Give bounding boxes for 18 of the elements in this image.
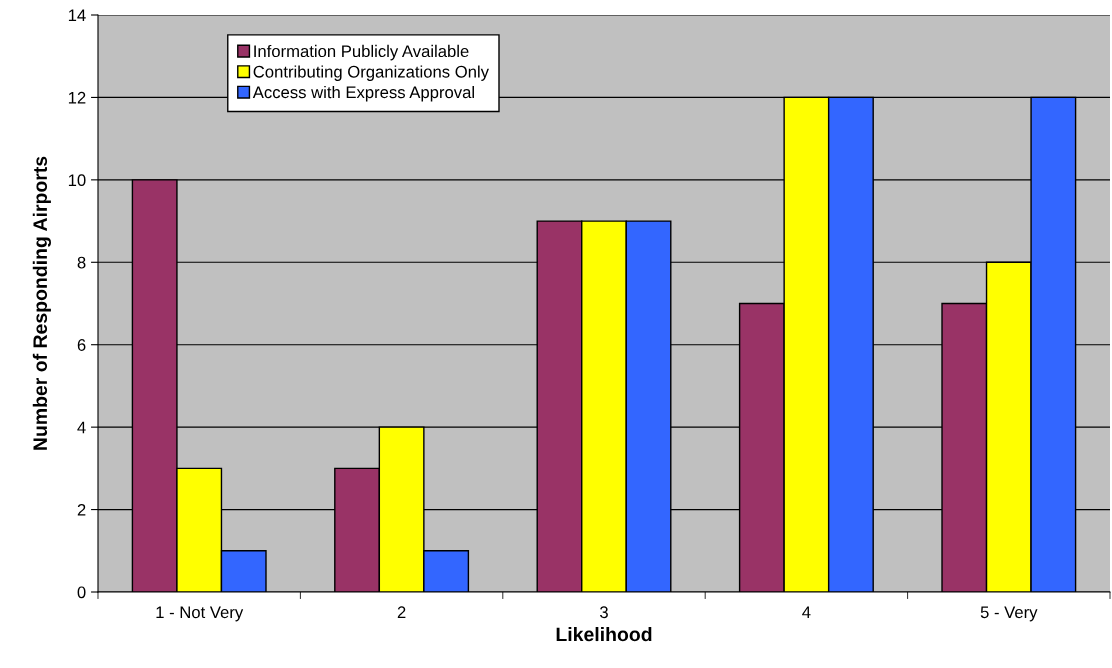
legend-label: Contributing Organizations Only	[253, 65, 489, 81]
y-tick-label: 12	[68, 91, 86, 104]
x-tick-label: 1 - Not Very	[156, 606, 244, 622]
x-tick-label: 5 - Very	[980, 606, 1038, 622]
x-tick-label: 2	[397, 606, 406, 618]
y-tick-label: 6	[77, 339, 86, 351]
legend-label: Access with Express Approval	[252, 85, 474, 102]
y-tick-label: 4	[77, 421, 86, 434]
x-tick-label: 4	[802, 606, 811, 618]
y-tick-label: 2	[77, 503, 86, 516]
x-tick-label: 3	[600, 606, 608, 619]
y-tick-label: 10	[68, 174, 86, 187]
x-axis-title: Likelihood	[556, 626, 652, 642]
y-tick-label: 0	[77, 586, 86, 599]
y-tick-label: 14	[68, 9, 86, 22]
y-tick-label: 8	[77, 256, 86, 269]
legend-label: Information Publicly Available	[254, 44, 469, 61]
y-axis-title: Number of Responding Airports	[32, 156, 51, 450]
